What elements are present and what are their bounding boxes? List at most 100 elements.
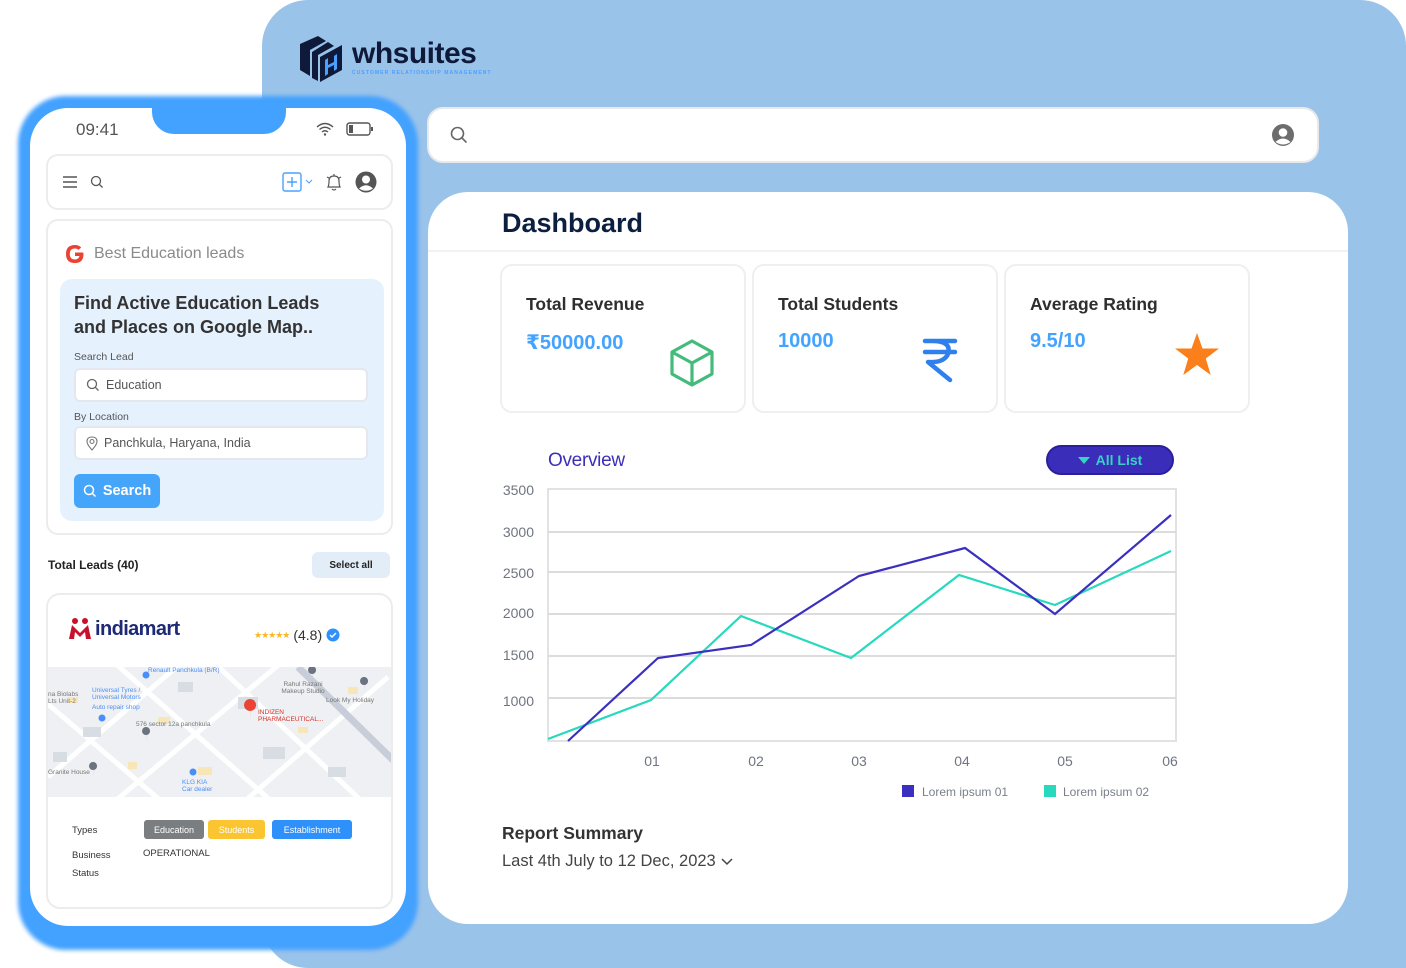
location-input[interactable] — [104, 436, 356, 450]
x-tick: 04 — [954, 753, 970, 769]
overview-title: Overview — [548, 450, 625, 471]
add-dropdown[interactable] — [282, 172, 313, 192]
top-search-bar — [427, 107, 1319, 163]
map-roads — [48, 667, 391, 797]
map-label: Look My Holiday — [326, 697, 375, 704]
search-form-title: Find Active Education Leads and Places o… — [74, 293, 320, 337]
y-tick: 2000 — [503, 605, 534, 621]
y-tick: 1500 — [503, 647, 534, 663]
map-label: Universal Tyres / Universal Motors — [92, 687, 141, 701]
map-label: Granite House — [48, 769, 90, 776]
series-lorem-ipsum-01 — [567, 514, 1172, 742]
y-tick: 2500 — [503, 565, 534, 581]
business-status-label: Business — [72, 850, 111, 861]
search-button[interactable]: Search — [74, 474, 160, 508]
legend-swatch-01 — [902, 785, 914, 797]
all-list-dropdown[interactable]: All List — [1046, 445, 1174, 475]
report-summary-title: Report Summary — [502, 823, 644, 843]
user-avatar-icon[interactable] — [1271, 123, 1295, 147]
map-label: Car dealer — [182, 786, 213, 793]
map-label: na Biolabs Lts Unit-2 — [48, 691, 79, 705]
verified-badge-icon — [326, 628, 340, 642]
hamburger-icon[interactable] — [62, 175, 78, 189]
x-tick: 01 — [644, 753, 660, 769]
brand-tagline: CUSTOMER RELATIONSHIP MANAGEMENT — [352, 69, 492, 76]
search-icon — [83, 484, 96, 498]
location-field[interactable] — [74, 426, 368, 460]
search-icon — [450, 126, 467, 143]
search-lead-label: Search Lead — [74, 351, 134, 363]
chart-legend: Lorem ipsum 01 Lorem ipsum 02 — [902, 785, 1149, 799]
chevron-down-icon — [721, 857, 733, 865]
whsuites-logo-icon — [300, 36, 342, 82]
map-pin-icon — [244, 699, 257, 723]
x-tick: 05 — [1057, 753, 1073, 769]
types-label: Types — [72, 825, 98, 836]
phone-nav-bar — [46, 154, 393, 210]
chevron-down-icon — [305, 179, 313, 184]
series-lorem-ipsum-02 — [547, 550, 1172, 741]
stat-card-rating[interactable]: Average Rating 9.5/10 — [1004, 264, 1250, 413]
x-axis-labels: 01 02 03 04 05 06 — [644, 753, 1178, 769]
cube-icon — [670, 339, 714, 387]
tag-education[interactable]: Education — [144, 820, 204, 839]
legend-label: Lorem ipsum 01 — [922, 785, 1008, 799]
lead-source-label: Best Education leads — [94, 245, 245, 262]
status-icons — [316, 122, 374, 136]
bell-icon[interactable] — [325, 172, 343, 192]
status-time: 09:41 — [76, 120, 119, 139]
brand-name: whsuites — [352, 36, 477, 70]
x-tick: 02 — [748, 753, 764, 769]
tag-students[interactable]: Students — [208, 820, 265, 839]
phone-notch — [152, 108, 286, 134]
search-icon — [86, 378, 99, 391]
company-name: indiamart — [95, 618, 180, 640]
search-icon[interactable] — [90, 175, 104, 189]
report-range-dropdown[interactable]: Last 4th July to 12 Dec, 2023 — [502, 852, 734, 871]
stat-value: ₹50000.00 — [526, 332, 624, 354]
wifi-icon — [316, 122, 334, 136]
company-logo: indiamart — [66, 617, 180, 641]
x-tick: 03 — [851, 753, 867, 769]
search-lead-field[interactable] — [74, 368, 368, 402]
lead-result-card[interactable]: indiamart ★★★★★ (4.8) — [46, 593, 393, 909]
legend-label: Lorem ipsum 02 — [1063, 785, 1149, 799]
business-status-value: OPERATIONAL — [143, 848, 210, 859]
map-label: Auto repair shop — [92, 704, 140, 711]
dashboard-panel: Dashboard Total Revenue ₹50000.00 Total … — [428, 192, 1348, 924]
lead-search-card: Best Education leads Find Active Educati… — [46, 219, 393, 535]
all-list-label: All List — [1095, 452, 1143, 468]
total-leads-count: Total Leads (40) — [48, 558, 139, 572]
brand-logo[interactable]: whsuites CUSTOMER RELATIONSHIP MANAGEMEN… — [296, 30, 492, 84]
global-search-input[interactable] — [479, 126, 1271, 144]
x-tick: 06 — [1162, 753, 1178, 769]
map-label: Rahul Razani Makeup Studio — [281, 681, 325, 695]
stat-label: Total Students — [778, 294, 899, 314]
tag-establishment[interactable]: Establishment — [272, 820, 352, 839]
map-label: 576 sector 12a panchkula — [136, 721, 211, 728]
y-tick: 3500 — [503, 484, 534, 498]
user-avatar-icon[interactable] — [355, 171, 377, 193]
y-tick: 1000 — [503, 693, 534, 709]
select-all-button[interactable]: Select all — [312, 552, 390, 578]
phone-mockup: 09:41 Best Education leads — [30, 108, 406, 926]
search-button-label: Search — [102, 483, 152, 499]
legend-swatch-02 — [1044, 785, 1056, 797]
stat-card-revenue[interactable]: Total Revenue ₹50000.00 — [500, 264, 746, 413]
plus-square-icon — [282, 172, 302, 192]
location-pin-icon — [86, 435, 98, 451]
stat-value: 9.5/10 — [1030, 330, 1086, 352]
stat-card-students[interactable]: Total Students 10000 — [752, 264, 998, 413]
star-rating-icons: ★★★★★ — [254, 629, 290, 640]
page-title: Dashboard — [502, 208, 644, 238]
grid — [547, 488, 1177, 742]
search-lead-input[interactable] — [106, 378, 356, 392]
rating-value: (4.8) — [293, 627, 323, 643]
report-range-label: Last 4th July to 12 Dec, 2023 — [502, 852, 716, 870]
location-map[interactable]: Renault Panchkula (B/R) Universal Tyres … — [48, 667, 391, 797]
star-icon — [1175, 333, 1219, 375]
stat-value: 10000 — [778, 330, 834, 352]
overview-line-chart: 3500 3000 2500 2000 1500 1000 01 02 03 — [503, 484, 1178, 799]
google-icon — [66, 245, 84, 263]
